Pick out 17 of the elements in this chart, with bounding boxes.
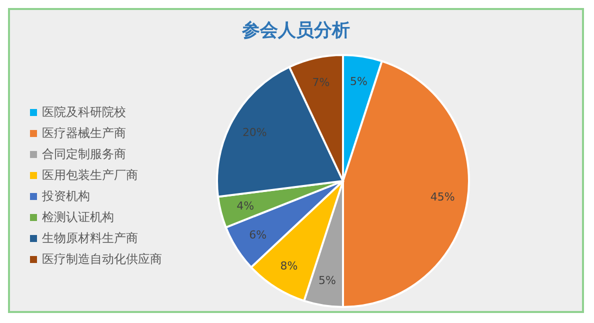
legend-label: 医用包装生产厂商 [42, 167, 138, 184]
legend-label: 合同定制服务商 [42, 146, 126, 163]
legend-label: 生物原材料生产商 [42, 230, 138, 247]
data-label: 7% [312, 76, 330, 90]
data-label: 45% [430, 190, 455, 204]
data-label: 5% [350, 74, 368, 88]
data-label: 6% [249, 228, 267, 242]
legend-label: 检测认证机构 [42, 209, 114, 226]
legend-label: 医疗器械生产商 [42, 125, 126, 142]
chart-title: 参会人员分析 [241, 19, 351, 42]
legend-label: 投资机构 [42, 188, 90, 205]
data-label: 8% [280, 260, 298, 273]
data-label: 20% [242, 126, 267, 139]
legend-label: 医院及科研院校 [42, 104, 126, 121]
data-label: 5% [318, 274, 336, 288]
legend-label: 医疗制造自动化供应商 [42, 251, 162, 268]
data-label: 4% [236, 200, 254, 213]
